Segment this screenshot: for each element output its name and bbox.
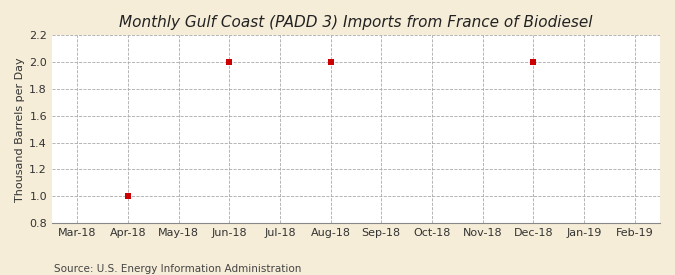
Title: Monthly Gulf Coast (PADD 3) Imports from France of Biodiesel: Monthly Gulf Coast (PADD 3) Imports from…	[119, 15, 593, 30]
Text: Source: U.S. Energy Information Administration: Source: U.S. Energy Information Administ…	[54, 264, 301, 274]
Y-axis label: Thousand Barrels per Day: Thousand Barrels per Day	[15, 57, 25, 202]
